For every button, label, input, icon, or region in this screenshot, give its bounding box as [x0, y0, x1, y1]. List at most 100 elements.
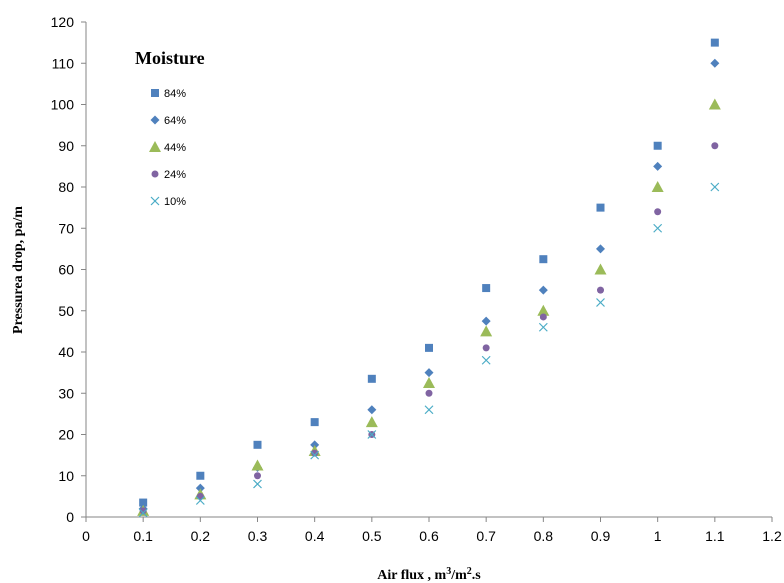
data-point: [310, 440, 320, 450]
y-tick-label: 50: [58, 303, 74, 319]
data-point: [367, 405, 377, 415]
y-tick-label: 0: [66, 509, 74, 525]
series-10pct: [138, 182, 720, 518]
plot-area: [137, 38, 721, 518]
x-axis-title-sup-2: 2: [467, 566, 472, 577]
x-axis-title: Air flux , m3/m2.s: [377, 566, 481, 583]
data-point: [597, 286, 604, 294]
data-point-stroke: [653, 223, 663, 233]
data-point: [710, 58, 720, 68]
x-tick-label: 0.9: [591, 528, 611, 544]
data-point: [423, 376, 435, 388]
data-point: [539, 313, 547, 321]
y-axis-title: Pressurea drop, pa/m: [11, 206, 26, 334]
x-tick-label: 0.6: [419, 528, 439, 544]
series-24pct: [139, 142, 719, 515]
x-tick-label: 0.7: [476, 528, 496, 544]
data-point-stroke: [538, 322, 548, 332]
data-point: [253, 440, 262, 449]
y-tick-label: 100: [51, 97, 75, 113]
data-point: [310, 450, 320, 460]
data-point: [424, 368, 434, 378]
x-tick-label: 0.2: [191, 528, 211, 544]
data-point: [139, 507, 147, 515]
data-point: [482, 344, 490, 352]
data-point: [138, 508, 148, 518]
x-tick-label: 0.4: [305, 528, 325, 544]
series-84pct: [139, 38, 719, 507]
data-point: [538, 285, 548, 295]
data-point: [654, 208, 662, 216]
data-point: [708, 98, 721, 110]
data-point: [596, 244, 605, 254]
legend: 84% 64% 44% 24% 10%: [149, 88, 186, 208]
x-tick-label: 1: [654, 528, 662, 544]
data-point: [481, 316, 491, 326]
legend-marker: [150, 115, 160, 125]
data-point: [195, 496, 205, 505]
data-point: [311, 449, 319, 457]
legend-marker-stroke: [150, 196, 160, 206]
data-point: [710, 38, 719, 47]
data-point: [653, 223, 663, 233]
data-point: [367, 374, 376, 383]
legend-title: Moisture: [135, 48, 205, 68]
x-axis-title-mid: /m: [450, 568, 467, 583]
x-tick-label: 1.1: [705, 528, 725, 544]
legend-marker: [151, 89, 159, 97]
data-point-stroke: [310, 450, 320, 460]
data-point: [539, 255, 548, 264]
data-point: [310, 418, 319, 427]
data-point: [710, 182, 720, 192]
data-point: [653, 161, 663, 171]
data-point-stroke: [253, 479, 262, 489]
x-tick-label: 0: [82, 528, 90, 544]
legend-label: 10%: [164, 196, 186, 208]
data-point: [139, 498, 148, 507]
data-point-stroke: [367, 430, 377, 439]
y-tick-label: 70: [58, 220, 74, 236]
x-axis-title-text: Air flux , m: [377, 568, 446, 583]
legend-marker: [149, 141, 161, 152]
legend-label: 44%: [164, 142, 186, 154]
legend-marker: [150, 196, 160, 206]
axes: 0 10 20 30 40 50 60 70 80 90 100 110 120 0 0.1 0.2 0.3 0.…: [51, 14, 782, 544]
legend-label: 24%: [164, 169, 186, 181]
data-point: [594, 263, 607, 275]
data-point-stroke: [481, 355, 491, 365]
x-tick-label: 0.1: [133, 528, 153, 544]
series-44pct: [137, 98, 721, 516]
data-point: [195, 483, 205, 493]
data-point: [367, 430, 377, 439]
data-point: [711, 142, 719, 150]
data-point: [196, 471, 205, 480]
data-point: [253, 479, 262, 489]
data-point: [424, 405, 434, 415]
data-point: [651, 181, 664, 192]
y-tick-label: 90: [58, 138, 74, 154]
data-point: [481, 355, 491, 365]
x-axis-title-sup-1: 3: [446, 566, 451, 577]
data-point: [596, 203, 605, 212]
data-point-stroke: [424, 405, 434, 415]
data-point: [537, 304, 550, 316]
data-point-stroke: [195, 496, 205, 505]
series-64pct: [138, 58, 720, 514]
data-point: [365, 416, 378, 428]
data-point: [596, 298, 605, 307]
data-point: [254, 472, 261, 480]
legend-label: 64%: [164, 115, 186, 127]
data-point: [538, 322, 548, 332]
x-axis-title-end: .s: [472, 568, 482, 583]
x-tick-label: 0.5: [362, 528, 382, 544]
y-tick-label: 110: [52, 55, 75, 71]
legend-marker: [151, 170, 159, 178]
data-point: [251, 459, 264, 471]
y-tick-label: 30: [58, 385, 74, 401]
data-point-stroke: [710, 182, 720, 192]
data-point-stroke: [596, 298, 605, 307]
legend-label: 84%: [164, 88, 186, 100]
y-tick-label: 40: [58, 344, 74, 360]
y-tick-label: 60: [58, 262, 74, 278]
